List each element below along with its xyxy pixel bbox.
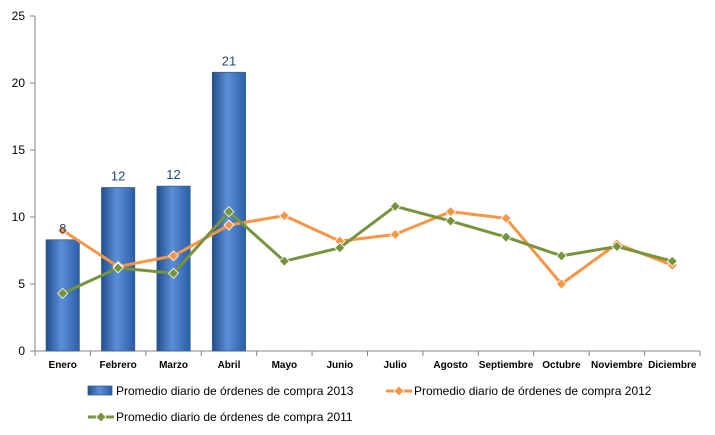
y-tick-label: 15 — [12, 143, 26, 157]
data-point — [555, 278, 568, 290]
data-point — [611, 240, 623, 253]
data-label: 12 — [111, 169, 125, 184]
data-point — [389, 228, 401, 240]
legend-marker — [393, 385, 405, 397]
series-line — [62, 204, 673, 295]
y-tick-label: 5 — [18, 277, 25, 291]
data-point — [112, 262, 124, 274]
x-tick-label: Marzo — [159, 360, 188, 371]
x-tick-label: Mayo — [272, 360, 298, 371]
data-point — [500, 231, 512, 243]
legend-label: Promedio diario de órdenes de compra 201… — [116, 410, 353, 424]
data-point — [223, 206, 235, 218]
x-tick-label: Junio — [326, 360, 353, 371]
data-point — [278, 210, 290, 222]
x-tick-label: Febrero — [100, 360, 137, 371]
x-tick-label: Octubre — [542, 360, 581, 371]
data-point — [278, 255, 290, 267]
data-point — [167, 250, 180, 262]
x-tick-label: Noviembre — [591, 360, 643, 371]
data-point — [555, 250, 568, 262]
data-point — [389, 200, 401, 212]
data-point — [57, 224, 69, 236]
data-label: 8 — [59, 221, 66, 236]
x-tick-label: Julio — [384, 360, 407, 371]
legend-label: Promedio diario de órdenes de compra 201… — [116, 384, 354, 398]
data-point — [57, 287, 69, 299]
data-point — [167, 267, 180, 279]
data-point — [334, 242, 346, 254]
data-point — [445, 215, 457, 227]
x-tick-label: Diciembre — [648, 360, 697, 371]
data-point — [223, 219, 235, 231]
legend: Promedio diario de órdenes de compra 201… — [87, 384, 652, 424]
x-tick-label: Agosto — [433, 360, 467, 371]
y-tick-label: 0 — [18, 344, 25, 358]
series-line — [61, 210, 673, 286]
x-tick-label: Enero — [49, 360, 77, 371]
legend-swatch — [87, 385, 113, 396]
data-point — [666, 255, 678, 267]
y-tick-label: 20 — [12, 76, 26, 90]
data-label: 21 — [222, 53, 236, 68]
data-point — [500, 212, 512, 224]
y-tick-label: 25 — [12, 9, 26, 23]
data-point — [445, 206, 457, 218]
plot-area: 0 5 10 15 20 25 Enero Febrero Marzo Abril Mayo Juni… — [12, 9, 701, 371]
legend-label: Promedio diario de órdenes de compra 201… — [414, 384, 652, 398]
x-tick-label: Abril — [218, 360, 241, 371]
legend-marker — [95, 411, 107, 423]
y-tick-label: 10 — [12, 210, 26, 224]
data-label: 12 — [166, 167, 180, 182]
x-tick-label: Septiembre — [479, 360, 534, 371]
